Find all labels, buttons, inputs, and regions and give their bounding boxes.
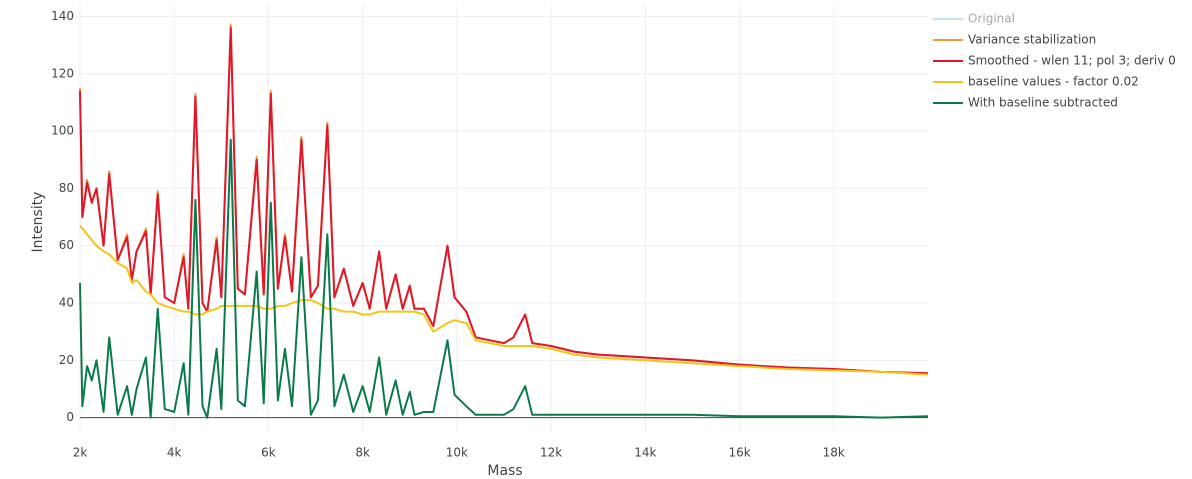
y-tick-label: 60 [59, 238, 74, 252]
x-axis-label: Mass [487, 463, 522, 479]
x-tick-label: 18k [823, 446, 845, 460]
legend-label[interactable]: baseline values - factor 0.02 [968, 75, 1139, 89]
y-tick-label: 80 [59, 181, 74, 195]
x-tick-label: 6k [261, 446, 276, 460]
series-line [79, 225, 929, 376]
x-tick-label: 16k [728, 446, 750, 460]
legend-label[interactable]: Smoothed - wlen 11; pol 3; deriv 0 [968, 54, 1176, 68]
y-tick-label: 100 [51, 124, 74, 138]
y-tick-label: 40 [59, 296, 74, 310]
x-tick-label: 2k [73, 446, 88, 460]
series-line [79, 138, 929, 419]
x-tick-label: 8k [355, 446, 370, 460]
legend-label[interactable]: Original [968, 12, 1015, 26]
x-tick-label: 12k [540, 446, 562, 460]
x-tick-label: 4k [167, 446, 182, 460]
y-tick-label: 120 [51, 66, 74, 80]
legend-label[interactable]: Variance stabilization [968, 33, 1096, 47]
y-tick-label: 20 [59, 353, 74, 367]
series-line [79, 26, 929, 375]
series-line [79, 24, 929, 375]
x-tick-label: 14k [634, 446, 656, 460]
y-axis-label: Intensity [30, 192, 46, 253]
y-tick-label: 0 [66, 410, 74, 424]
x-tick-label: 10k [446, 446, 468, 460]
y-tick-label: 140 [51, 9, 74, 23]
legend-label[interactable]: With baseline subtracted [968, 96, 1118, 110]
